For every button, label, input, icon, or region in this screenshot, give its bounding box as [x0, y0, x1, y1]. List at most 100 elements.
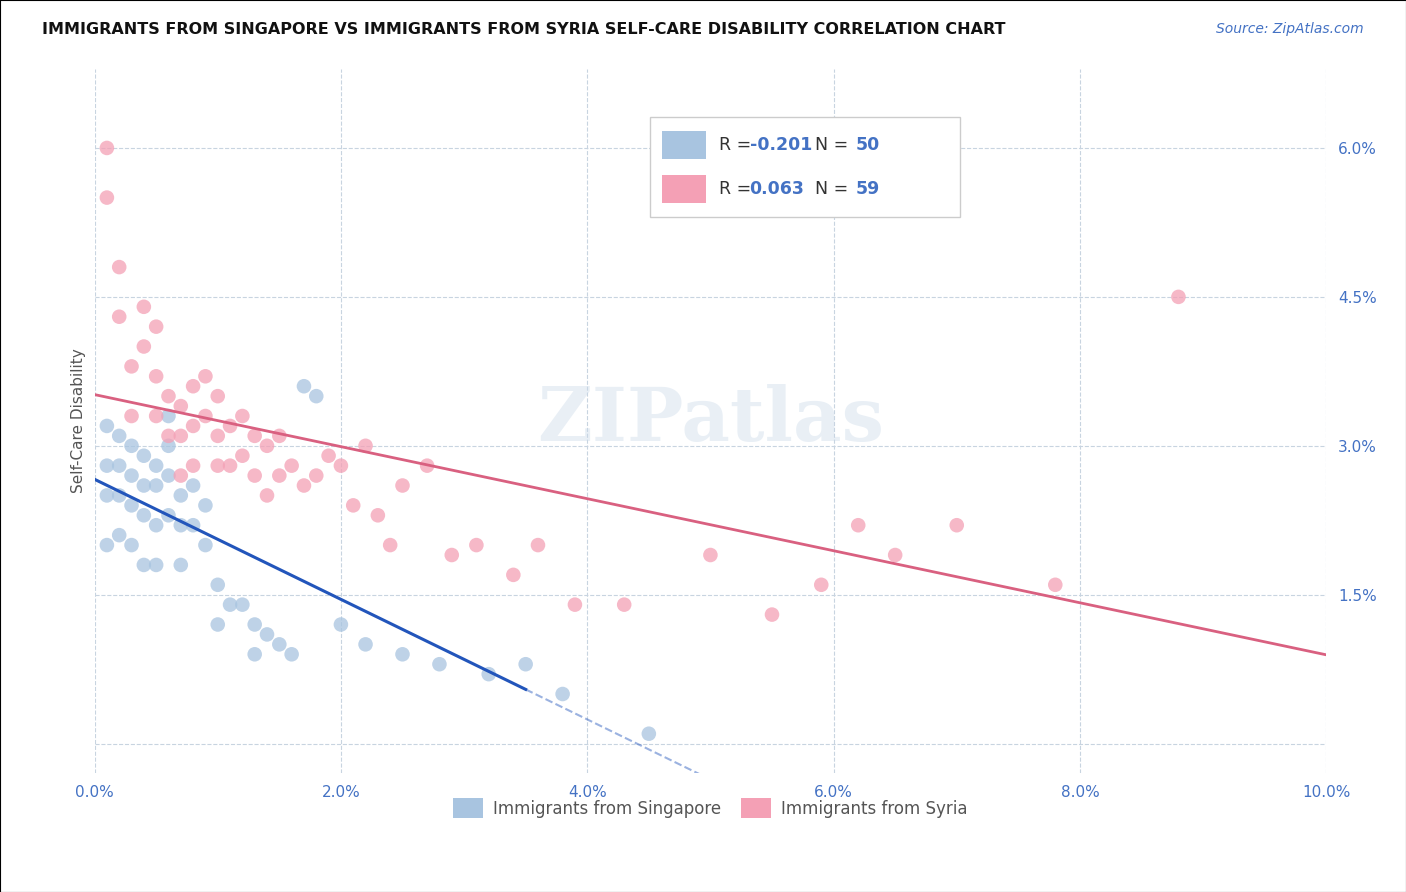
- Point: [194, 369, 217, 384]
- Point: [145, 458, 167, 473]
- Point: [145, 518, 167, 533]
- Point: [884, 548, 907, 562]
- Point: [96, 538, 118, 552]
- Point: [699, 548, 721, 562]
- Text: N =: N =: [815, 136, 853, 154]
- Point: [416, 458, 439, 473]
- Point: [207, 389, 229, 403]
- Point: [96, 141, 118, 155]
- Point: [280, 458, 302, 473]
- Text: IMMIGRANTS FROM SINGAPORE VS IMMIGRANTS FROM SYRIA SELF-CARE DISABILITY CORRELAT: IMMIGRANTS FROM SINGAPORE VS IMMIGRANTS …: [42, 22, 1005, 37]
- Point: [256, 439, 278, 453]
- Point: [157, 429, 180, 443]
- Point: [132, 478, 155, 492]
- Point: [170, 399, 193, 413]
- Point: [269, 429, 291, 443]
- Point: [121, 499, 143, 513]
- Point: [465, 538, 488, 552]
- Point: [145, 369, 167, 384]
- Point: [243, 429, 266, 443]
- Point: [181, 458, 204, 473]
- Point: [170, 488, 193, 502]
- Point: [157, 508, 180, 523]
- Point: [761, 607, 783, 622]
- Point: [194, 538, 217, 552]
- Point: [132, 449, 155, 463]
- Point: [502, 567, 524, 582]
- Point: [810, 578, 832, 592]
- Point: [292, 478, 315, 492]
- Point: [367, 508, 389, 523]
- Point: [354, 637, 377, 651]
- Point: [380, 538, 402, 552]
- Point: [527, 538, 550, 552]
- Point: [329, 458, 352, 473]
- Point: [342, 499, 364, 513]
- Point: [391, 478, 413, 492]
- Point: [181, 478, 204, 492]
- Point: [207, 617, 229, 632]
- Point: [564, 598, 586, 612]
- Text: 50: 50: [855, 136, 879, 154]
- Point: [429, 657, 451, 672]
- Point: [1045, 578, 1067, 592]
- Text: ZIPatlas: ZIPatlas: [537, 384, 884, 458]
- Point: [551, 687, 574, 701]
- Point: [121, 538, 143, 552]
- Point: [846, 518, 869, 533]
- Text: 59: 59: [855, 180, 879, 198]
- Point: [515, 657, 537, 672]
- Text: -0.201: -0.201: [749, 136, 813, 154]
- Text: N =: N =: [815, 180, 853, 198]
- Point: [243, 617, 266, 632]
- Text: R =: R =: [718, 180, 756, 198]
- Point: [243, 468, 266, 483]
- Point: [181, 518, 204, 533]
- Point: [170, 518, 193, 533]
- Point: [207, 578, 229, 592]
- Point: [132, 508, 155, 523]
- Point: [219, 598, 242, 612]
- Point: [145, 558, 167, 572]
- Point: [108, 260, 131, 274]
- Point: [1167, 290, 1189, 304]
- Point: [145, 409, 167, 423]
- Point: [231, 409, 253, 423]
- Point: [305, 468, 328, 483]
- Point: [207, 458, 229, 473]
- Point: [108, 528, 131, 542]
- Legend: Immigrants from Singapore, Immigrants from Syria: Immigrants from Singapore, Immigrants fr…: [447, 791, 974, 825]
- Point: [194, 499, 217, 513]
- Point: [305, 389, 328, 403]
- Point: [108, 429, 131, 443]
- Point: [269, 637, 291, 651]
- Point: [181, 419, 204, 434]
- Point: [170, 558, 193, 572]
- Point: [108, 310, 131, 324]
- Point: [121, 409, 143, 423]
- Point: [157, 439, 180, 453]
- Point: [478, 667, 501, 681]
- Point: [269, 468, 291, 483]
- Point: [96, 488, 118, 502]
- Point: [170, 429, 193, 443]
- Point: [637, 727, 659, 741]
- Point: [280, 648, 302, 662]
- Point: [219, 458, 242, 473]
- Point: [170, 468, 193, 483]
- Point: [256, 627, 278, 641]
- Point: [121, 468, 143, 483]
- Point: [219, 419, 242, 434]
- Text: Source: ZipAtlas.com: Source: ZipAtlas.com: [1216, 22, 1364, 37]
- Point: [145, 478, 167, 492]
- Point: [329, 617, 352, 632]
- Point: [613, 598, 636, 612]
- Text: 0.063: 0.063: [749, 180, 804, 198]
- Text: R =: R =: [718, 136, 756, 154]
- Point: [231, 449, 253, 463]
- Point: [132, 339, 155, 353]
- Point: [181, 379, 204, 393]
- Point: [108, 458, 131, 473]
- Point: [96, 191, 118, 205]
- Point: [391, 648, 413, 662]
